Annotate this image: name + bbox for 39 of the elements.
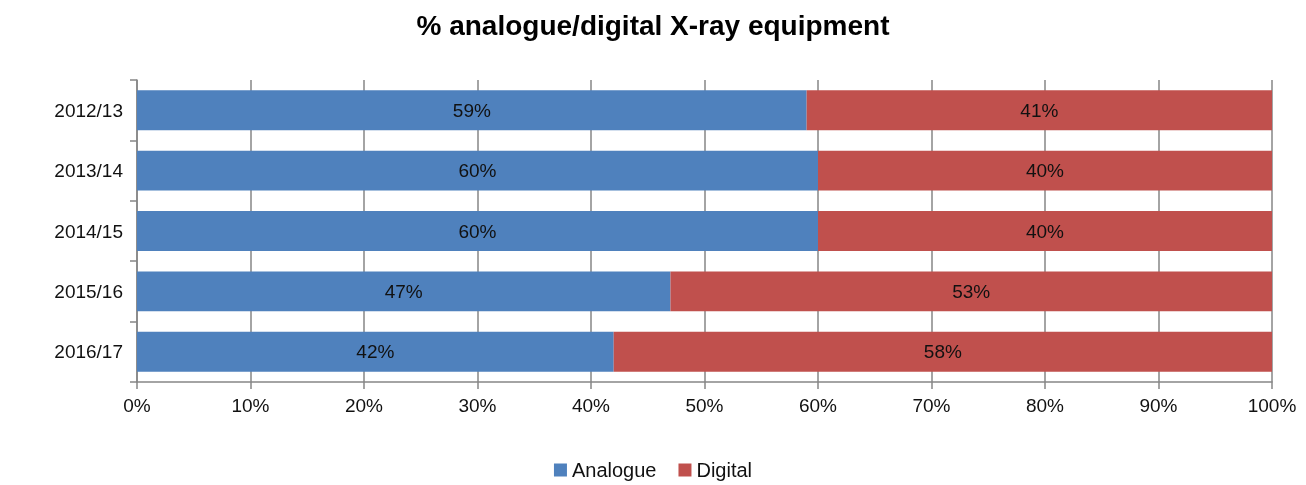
bar xyxy=(613,331,1272,372)
x-tick-label: 40% xyxy=(571,395,611,416)
y-tick-label: 2013/14 xyxy=(54,160,124,182)
legend-label: Digital xyxy=(696,459,753,481)
y-tick-label: 2015/16 xyxy=(54,280,123,302)
x-tick-label: 0% xyxy=(123,395,151,416)
legend-label: Analogue xyxy=(571,459,657,481)
data-label: 41% xyxy=(1020,99,1059,121)
data-label: 40% xyxy=(1025,160,1065,182)
bar xyxy=(818,150,1272,191)
x-tick-label: 30% xyxy=(458,395,497,416)
data-label: 40% xyxy=(1025,220,1065,242)
bar xyxy=(137,271,671,312)
x-tick-label: 90% xyxy=(1139,395,1178,416)
x-tick-label: 70% xyxy=(912,395,951,416)
x-tick-label: 20% xyxy=(344,395,384,416)
bar xyxy=(818,211,1272,251)
x-tick-label: 60% xyxy=(798,395,838,416)
chart-title: % analogue/digital X-ray equipment xyxy=(416,9,890,41)
data-label: 59% xyxy=(452,99,491,121)
data-label: 58% xyxy=(923,341,962,363)
bar xyxy=(137,90,807,131)
data-label: 53% xyxy=(952,280,991,302)
bar xyxy=(137,211,818,251)
bar xyxy=(670,271,1272,312)
y-tick-label: 2012/13 xyxy=(54,99,123,121)
y-tick-label: 2016/17 xyxy=(54,341,123,363)
x-tick-label: 10% xyxy=(231,395,270,416)
y-tick-label: 2014/15 xyxy=(54,220,123,242)
x-tick-label: 50% xyxy=(685,395,724,416)
data-label: 60% xyxy=(458,160,497,182)
data-label: 47% xyxy=(384,280,423,302)
bar xyxy=(137,331,614,372)
x-tick-label: 80% xyxy=(1025,395,1065,416)
data-label: 60% xyxy=(458,220,497,242)
bar xyxy=(806,90,1272,131)
x-tick-label: 100% xyxy=(1247,395,1297,416)
bar xyxy=(137,150,818,191)
data-label: 42% xyxy=(356,341,395,363)
